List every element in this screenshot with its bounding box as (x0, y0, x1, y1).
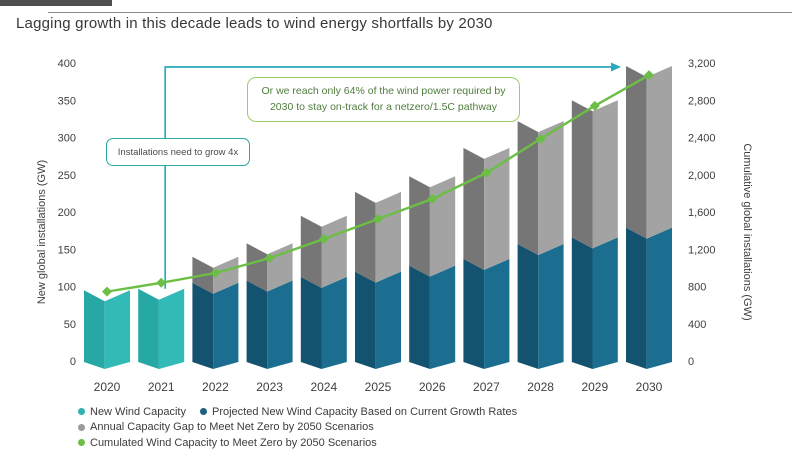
grow-arrow (164, 62, 621, 289)
bar-capacity-gap-2025 (355, 191, 401, 283)
legend-row: Annual Capacity Gap to Meet Net Zero by … (78, 420, 531, 436)
left-axis-tick: 0 (70, 356, 76, 368)
bar-capacity-gap-2023 (246, 243, 293, 292)
left-axis-tick: 350 (58, 95, 76, 107)
x-axis-label: 2024 (310, 380, 337, 394)
right-axis-tick: 1,200 (688, 244, 716, 256)
bar-capacity-gap-2030 (626, 65, 672, 239)
bar-new-capacity-2022 (192, 282, 239, 369)
x-axis-label: 2027 (473, 380, 500, 394)
bar-new-capacity-2028 (517, 244, 564, 369)
line-point-diamond-icon (481, 167, 492, 178)
bar-capacity-gap-2029 (571, 100, 618, 249)
annotation-grow-4x-text: Installations need to grow 4x (117, 146, 239, 158)
legend-item-cumulated-wind-capacity: Cumulated Wind Capacity to Meet Zero by … (78, 437, 377, 449)
bar-new-capacity-2020 (84, 290, 130, 369)
title-divider-line (48, 12, 792, 13)
legend-row: Cumulated Wind Capacity to Meet Zero by … (78, 435, 531, 451)
legend-label: Annual Capacity Gap to Meet Net Zero by … (90, 421, 374, 434)
x-axis-label: 2030 (636, 380, 663, 394)
x-axis-label: 2026 (419, 380, 446, 394)
bar-new-capacity-2021 (138, 288, 185, 369)
legend-label: New Wind Capacity (90, 405, 186, 418)
legend-dot-darkblue-icon (199, 408, 207, 416)
legend-dot-gray-icon (78, 423, 85, 431)
legend-dot-green-icon (78, 439, 85, 447)
legend-row: New Wind Capacity Projected New Wind Cap… (78, 404, 531, 420)
left-axis-tick: 250 (58, 170, 76, 182)
bar-new-capacity-2027 (463, 258, 510, 369)
right-axis-title: Cumulative global installations (GW) (741, 143, 753, 321)
left-axis-tick: 400 (58, 58, 76, 70)
line-point-diamond-icon (318, 234, 329, 245)
left-axis-title: New global installations (GW) (36, 159, 48, 305)
legend-label: Cumulated Wind Capacity to Meet Zero by … (90, 436, 377, 449)
right-axis-tick: 1,600 (688, 207, 716, 219)
right-axis-tick: 400 (688, 319, 706, 331)
x-axis-label: 2025 (365, 380, 392, 394)
bar-new-capacity-2023 (246, 280, 293, 369)
cumulative-line (102, 70, 654, 297)
right-axis-tick: 2,400 (688, 133, 716, 145)
legend: New Wind Capacity Projected New Wind Cap… (78, 404, 531, 451)
line-point-diamond-icon (102, 286, 112, 297)
left-axis-tick: 300 (58, 133, 76, 145)
line-point-diamond-icon (427, 193, 438, 204)
line-point-diamond-icon (535, 133, 546, 144)
x-axis-label: 2022 (202, 380, 229, 394)
page-title: Lagging growth in this decade leads to w… (16, 15, 493, 32)
right-axis-tick: 2,000 (688, 170, 716, 182)
right-axis-tick: 3,200 (688, 58, 716, 70)
right-axis-tick: 2,800 (688, 95, 716, 107)
annotation-grow-4x: Installations need to grow 4x (106, 138, 250, 166)
bar-new-capacity-2026 (409, 265, 456, 369)
line-point-diamond-icon (644, 70, 654, 81)
arrow-head-icon (611, 62, 621, 72)
left-axis-tick: 150 (58, 244, 76, 256)
bar-capacity-gap-2028 (517, 121, 564, 256)
line-point-diamond-icon (589, 100, 600, 111)
x-axis-label: 2029 (581, 380, 608, 394)
left-axis-tick: 200 (58, 207, 76, 219)
legend-item-annual-capacity-gap: Annual Capacity Gap to Meet Net Zero by … (78, 421, 374, 433)
line-point-diamond-icon (156, 277, 167, 288)
annotation-reach-64pct-text: Or we reach only 64% of the wind power r… (261, 85, 506, 113)
x-axis-label: 2028 (527, 380, 554, 394)
legend-dot-teal-icon (78, 408, 85, 416)
cropped-edge-strip (0, 0, 112, 6)
bar-capacity-gap-2024 (300, 215, 347, 288)
line-point-diamond-icon (264, 253, 275, 264)
left-axis-tick: 100 (58, 282, 76, 294)
axis-ticks: 0 50 100 150 200 250 300 350 400 0 400 800 1,200 1,60… (58, 58, 716, 394)
annotation-reach-64pct: Or we reach only 64% of the wind power r… (247, 77, 520, 122)
line-point-diamond-icon (373, 213, 383, 224)
bar-new-capacity-2024 (300, 276, 347, 369)
x-axis-label: 2021 (148, 380, 175, 394)
x-axis-label: 2023 (256, 380, 283, 394)
bar-new-capacity-2029 (571, 237, 618, 369)
bar-new-capacity-2025 (355, 271, 401, 369)
right-axis-tick: 0 (688, 356, 694, 368)
line-point-diamond-icon (210, 267, 221, 278)
bar-new-capacity-2030 (626, 227, 672, 369)
legend-label: Projected New Wind Capacity Based on Cur… (211, 405, 518, 418)
bar-capacity-gap-2027 (463, 147, 510, 270)
right-axis-tick: 800 (688, 282, 706, 294)
x-axis-label: 2020 (94, 380, 121, 394)
bars-group (84, 65, 672, 369)
legend-item-projected-new-wind-capacity: Projected New Wind Capacity Based on Cur… (199, 405, 518, 418)
legend-item-new-wind-capacity: New Wind Capacity (78, 406, 186, 418)
left-axis-tick: 50 (64, 319, 76, 331)
